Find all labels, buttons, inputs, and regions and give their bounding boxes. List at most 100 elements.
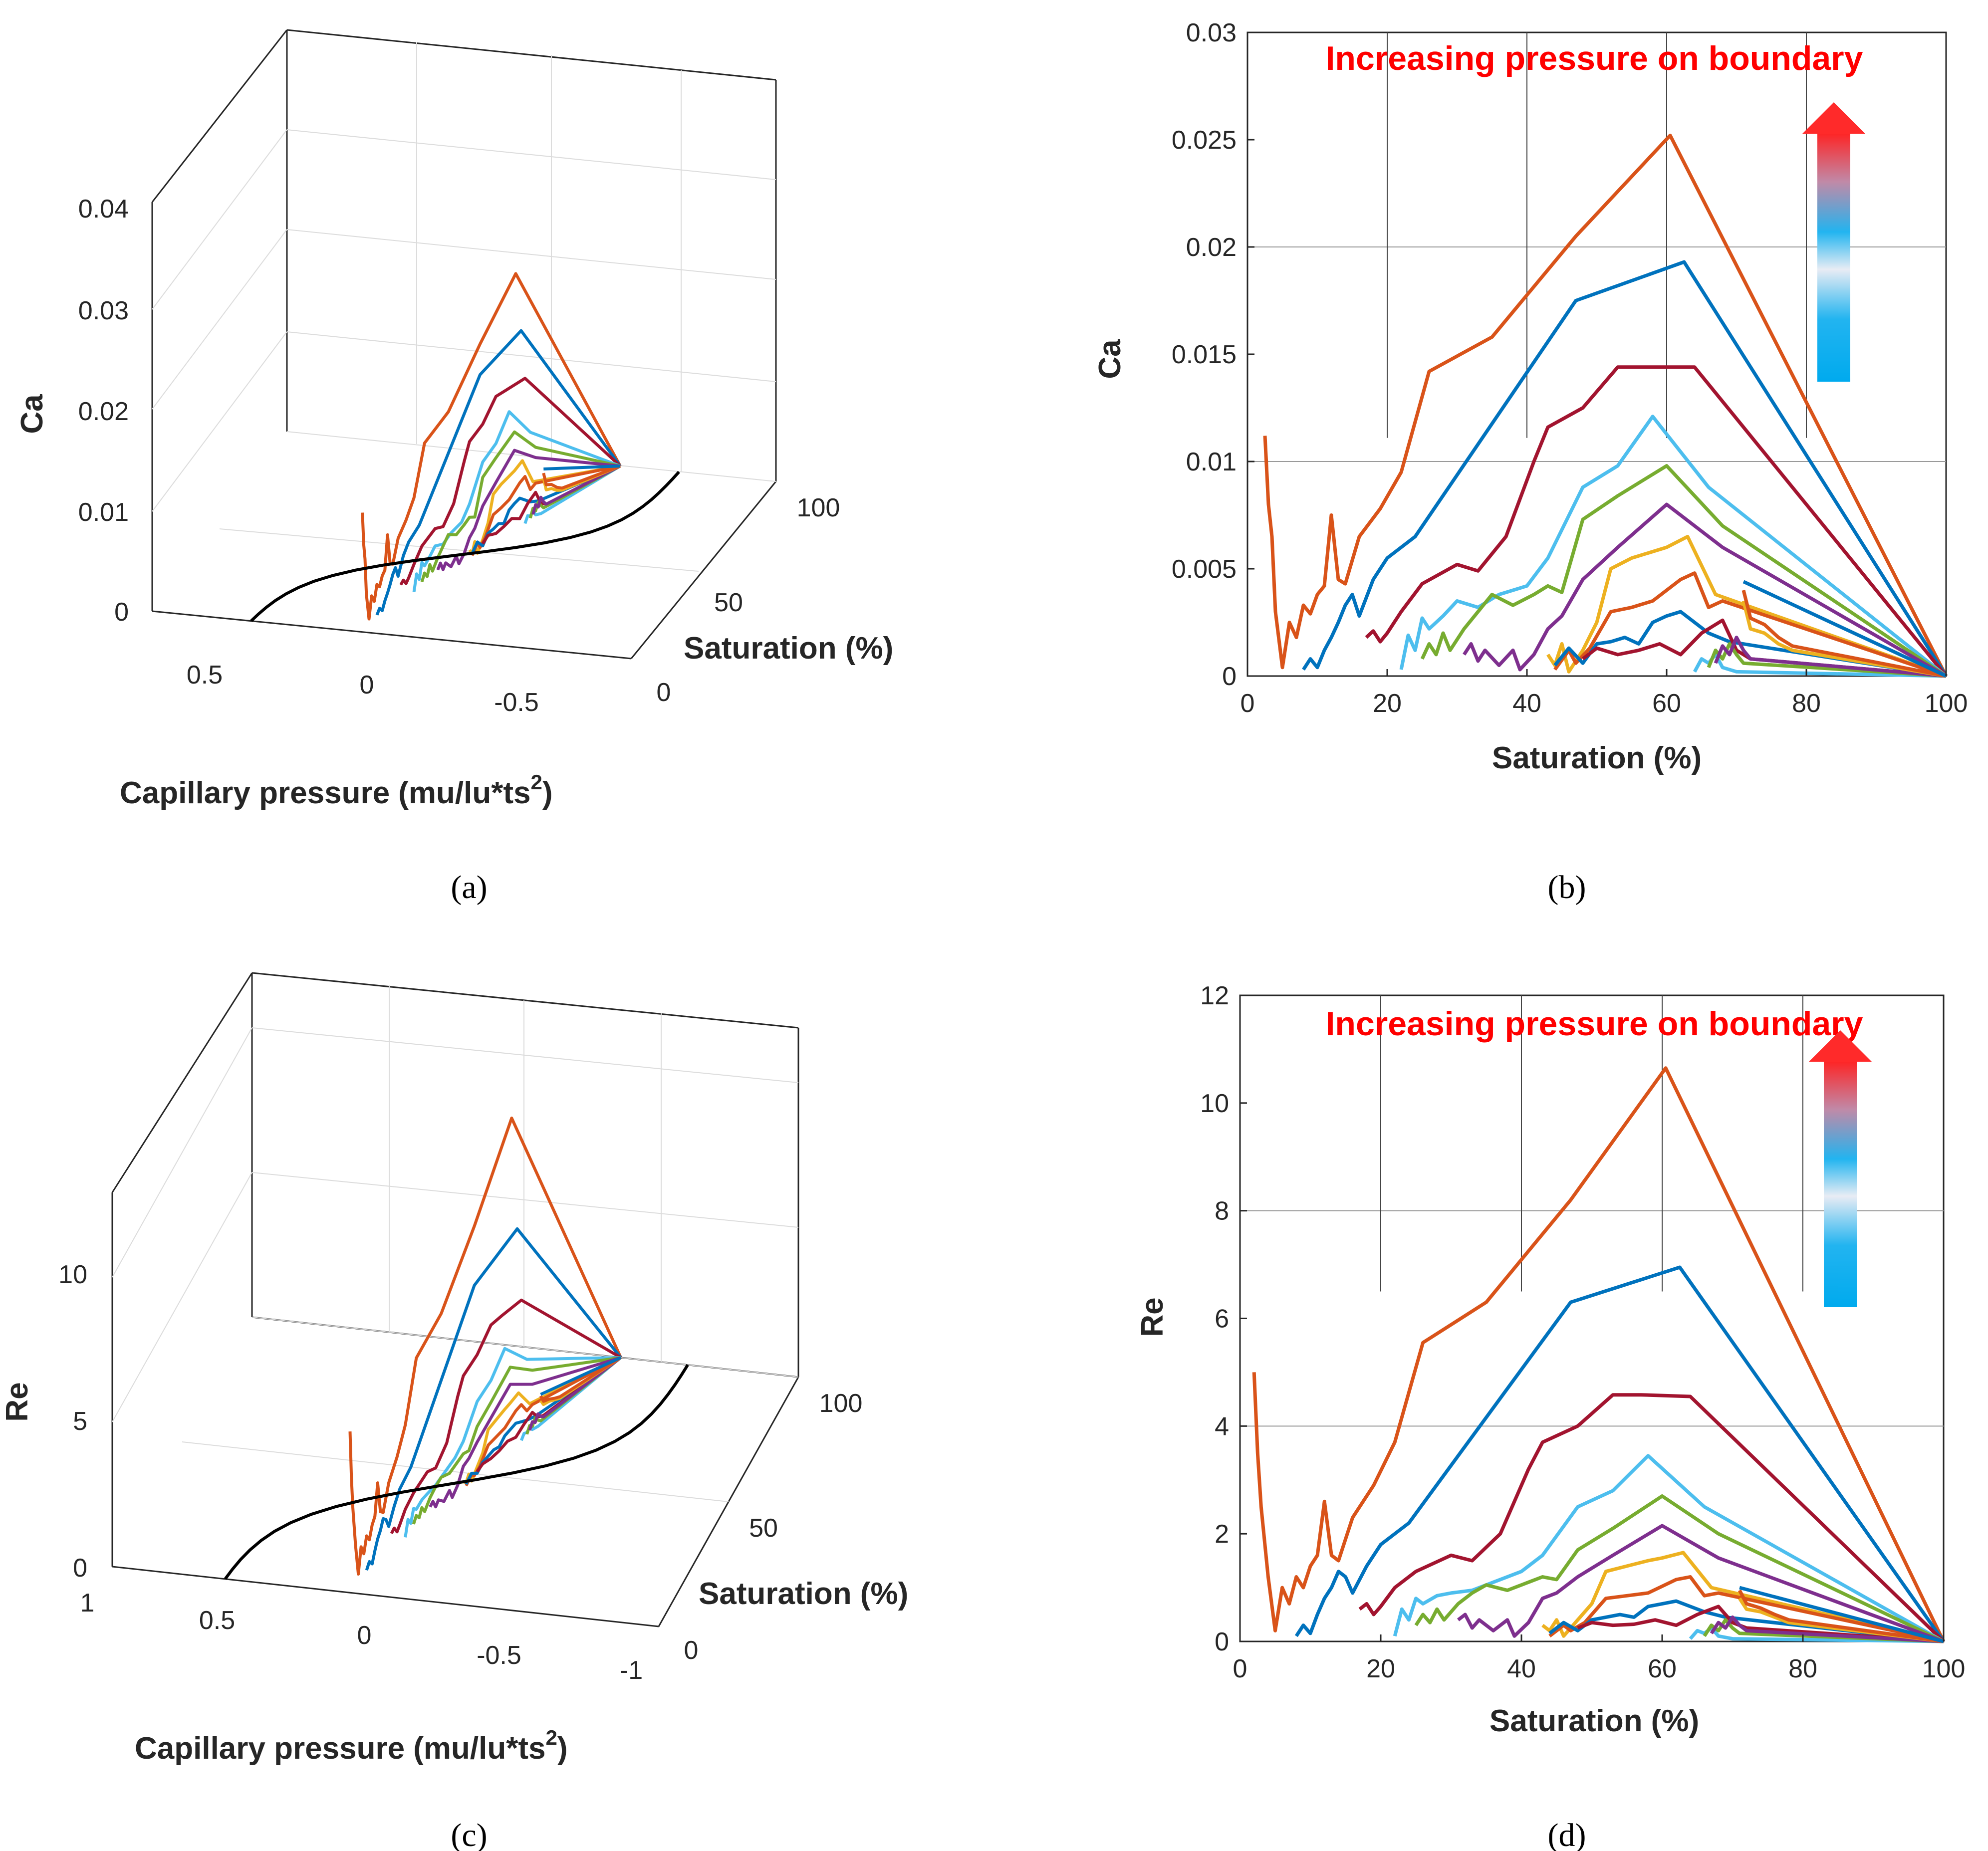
panel-c-x-tick: 0 xyxy=(357,1621,372,1650)
panel-a-grid xyxy=(152,42,776,572)
series-line-orange xyxy=(361,272,622,621)
y-tick-label: 0.01 xyxy=(1186,448,1237,476)
series-line-yellow2 xyxy=(1741,600,1947,678)
panel-d-y-label: Re xyxy=(1135,1297,1170,1337)
series-line-orange2 xyxy=(1548,1575,1944,1643)
series-line-blue xyxy=(365,1227,622,1571)
series-line-blue3 xyxy=(1742,580,1947,678)
series-line-yellow2 xyxy=(1738,1597,1944,1643)
panel-d-pressure-arrow xyxy=(1809,1030,1872,1307)
panel-a-y-label: Saturation (%) xyxy=(684,631,893,666)
series-line-purple xyxy=(1457,1524,1945,1643)
panel-b-caption: (b) xyxy=(1548,869,1586,906)
series-line-green xyxy=(1420,464,1947,678)
grid-line xyxy=(152,229,287,410)
x-tick-label: 0 xyxy=(1241,689,1255,718)
y-tick-label: 0.025 xyxy=(1172,126,1237,155)
series-line-blue3 xyxy=(540,1356,622,1396)
y-tick-label: 0 xyxy=(1215,1627,1229,1656)
panel-b-y-label: Ca xyxy=(1093,339,1127,379)
series-line-yellow xyxy=(1546,535,1947,678)
panel-c-grid xyxy=(112,985,799,1502)
panel-c-y-label: Saturation (%) xyxy=(699,1577,908,1611)
panel-b-pressure-arrow xyxy=(1802,102,1865,382)
x-tick-label: 100 xyxy=(1922,1654,1966,1683)
panel-c-x-tick: -0.5 xyxy=(477,1641,521,1670)
panel-c-y-tick: 0 xyxy=(684,1636,699,1665)
series-line-blue3 xyxy=(1739,1586,1944,1643)
series-line-orange2 xyxy=(1553,571,1947,678)
y-tick-label: 0.015 xyxy=(1172,340,1237,369)
panel-d-line-chart: 0 2 4 6 8 10 12 0 20 40 60 80 100 Saturation (%) Re… xyxy=(1135,981,1965,1851)
panel-c-z-tick: 0 xyxy=(73,1554,87,1583)
series-line-purple2 xyxy=(528,1356,622,1431)
x-tick-label: 40 xyxy=(1507,1654,1536,1683)
y-tick-label: 12 xyxy=(1200,981,1229,1010)
panel-c-x-tick: 0.5 xyxy=(199,1606,235,1635)
y-tick-label: 0.02 xyxy=(1186,233,1237,262)
x-tick-label: 0 xyxy=(1233,1654,1247,1683)
x-tick-label: 40 xyxy=(1512,689,1541,718)
series-line-blue xyxy=(375,329,622,616)
panel-a-series xyxy=(250,272,680,622)
panel-b-y-ticks: 0 0.005 0.01 0.015 0.02 0.025 0.03 xyxy=(1172,18,1254,691)
series-line-darkred2 xyxy=(1581,618,1947,678)
series-line-yellow xyxy=(468,459,621,555)
panel-b-series xyxy=(1263,133,1948,678)
panel-d-y-ticks: 0 2 4 6 8 10 12 xyxy=(1200,981,1247,1656)
panel-b-line-chart: 0 0.005 0.01 0.015 0.02 0.025 0.03 0 20 40 60 80 10… xyxy=(1093,18,1968,906)
series-line-darkred2 xyxy=(481,464,621,545)
series-line-green2 xyxy=(1703,1618,1944,1643)
panel-d-annotation: Increasing pressure on boundary xyxy=(1326,1005,1863,1043)
x-tick-label: 80 xyxy=(1792,689,1821,718)
series-line-capillary-curve xyxy=(224,1364,689,1580)
y-tick-label: 10 xyxy=(1200,1089,1229,1118)
panel-c-z-tick: 5 xyxy=(73,1407,87,1436)
series-line-orange xyxy=(1263,133,1948,677)
panel-d-caption: (d) xyxy=(1548,1817,1586,1851)
panel-d-x-ticks: 0 20 40 60 80 100 xyxy=(1233,1634,1966,1683)
series-line-orange2 xyxy=(471,464,621,556)
series-line-green xyxy=(420,430,621,583)
series-line-orange3 xyxy=(539,1356,622,1403)
x-tick-label: 60 xyxy=(1652,689,1681,718)
series-line-purple2 xyxy=(1710,1615,1944,1643)
grid-line xyxy=(251,1317,799,1378)
series-line-blue xyxy=(1294,1265,1945,1643)
panel-c-z-tick: 10 xyxy=(58,1260,87,1289)
series-line-darkred xyxy=(1358,1393,1945,1643)
panel-a-x-tick: 0 xyxy=(360,671,374,699)
panel-d-x-label: Saturation (%) xyxy=(1490,1704,1699,1738)
series-line-orange3 xyxy=(1741,590,1947,678)
panel-a-x-tick: -0.5 xyxy=(494,688,539,717)
panel-a-z-tick: 0 xyxy=(114,598,129,627)
panel-a-z-tick: 0.04 xyxy=(78,195,129,224)
grid-line xyxy=(286,129,776,180)
panel-b-x-label: Saturation (%) xyxy=(1492,741,1702,775)
grid-line xyxy=(112,1027,252,1278)
series-line-purple xyxy=(429,1356,621,1509)
panel-a-y-tick: 0 xyxy=(657,678,671,707)
series-line-blue3 xyxy=(543,464,621,470)
panel-c-3d-chart: 10 5 0 Re 1 0.5 0 -0.5 -1 Capillary pres… xyxy=(0,972,908,1851)
panel-a-z-label: Ca xyxy=(15,394,49,434)
x-tick-label: 20 xyxy=(1366,1654,1395,1683)
series-line-orange xyxy=(1252,1066,1946,1642)
panel-c-z-label: Re xyxy=(0,1382,34,1421)
x-tick-label: 80 xyxy=(1788,1654,1817,1683)
grid-line xyxy=(286,229,776,280)
panel-b-x-ticks: 0 20 40 60 80 100 xyxy=(1241,669,1968,718)
x-tick-label: 100 xyxy=(1925,689,1968,718)
series-line-orange3 xyxy=(542,464,621,490)
y-tick-label: 0.03 xyxy=(1186,18,1237,47)
series-line-yellow xyxy=(1541,1551,1944,1643)
panel-a-z-tick: 0.02 xyxy=(78,397,129,426)
panel-a-3d-chart: 0.04 0.03 0.02 0.01 0 Ca 0.5 0 -0.5 Capi… xyxy=(15,29,893,906)
panel-a-y-tick: 100 xyxy=(797,493,840,522)
grid-line xyxy=(251,1172,799,1228)
panel-c-y-tick: 100 xyxy=(819,1389,863,1418)
series-line-green xyxy=(412,1356,621,1525)
series-line-purple xyxy=(1463,502,1947,678)
panel-a-caption: (a) xyxy=(451,869,487,906)
